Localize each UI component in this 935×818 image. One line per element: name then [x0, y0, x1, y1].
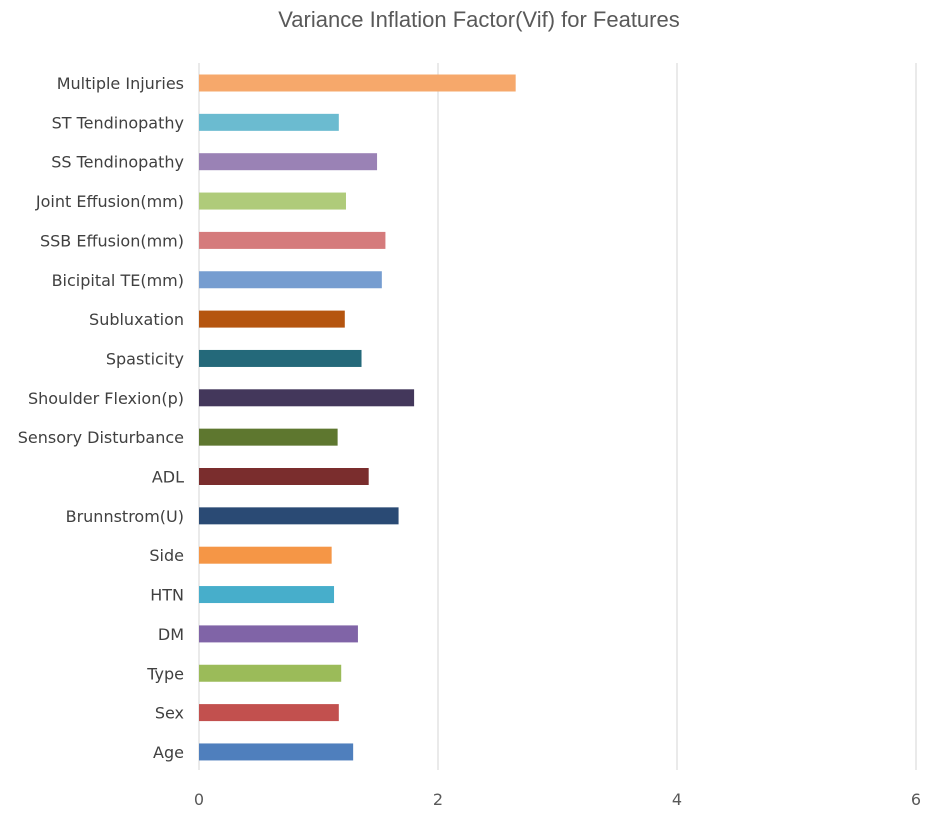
category-label: Spasticity: [106, 349, 184, 368]
category-label: Sensory Disturbance: [18, 428, 184, 447]
bar: [199, 428, 338, 446]
chart-title: Variance Inflation Factor(Vif) for Featu…: [278, 7, 679, 32]
category-label: Sex: [155, 704, 184, 723]
bar: [199, 349, 362, 367]
x-tick-label: 2: [433, 790, 443, 809]
bar: [199, 192, 346, 210]
category-label: ST Tendinopathy: [52, 113, 184, 132]
bar: [199, 153, 378, 171]
bar: [199, 704, 339, 722]
category-label: DM: [158, 625, 184, 644]
bar: [199, 271, 382, 289]
category-label: Multiple Injuries: [57, 74, 184, 93]
category-label: Shoulder Flexion(p): [28, 389, 184, 408]
bar: [199, 664, 342, 682]
category-labels: Multiple Injuries ST Tendinopathy SS Tendi…: [18, 74, 184, 762]
x-tick-labels: 0 2 4 6: [194, 790, 921, 809]
bar: [199, 113, 339, 131]
category-label: SSB Effusion(mm): [40, 231, 184, 250]
x-tick-label: 6: [911, 790, 921, 809]
category-label: SS Tendinopathy: [51, 153, 184, 172]
bar: [199, 74, 516, 92]
category-label: Brunnstrom(U): [66, 507, 184, 526]
category-label: Age: [153, 743, 184, 762]
bar: [199, 546, 332, 564]
bar: [199, 231, 386, 249]
bar: [199, 507, 399, 525]
gridlines: [198, 63, 917, 770]
bars: [199, 74, 516, 761]
category-label: ADL: [152, 468, 184, 487]
x-tick-label: 4: [672, 790, 682, 809]
x-tick-label: 0: [194, 790, 204, 809]
bar: [199, 743, 354, 761]
bar: [199, 468, 369, 485]
category-label: Side: [149, 546, 184, 565]
category-label: Type: [146, 664, 184, 683]
bar: [199, 310, 345, 328]
bar: [199, 389, 415, 407]
bar: [199, 586, 335, 604]
category-label: HTN: [150, 586, 184, 605]
category-label: Bicipital TE(mm): [52, 271, 184, 290]
bar: [199, 625, 358, 643]
category-label: Joint Effusion(mm): [35, 192, 184, 211]
category-label: Subluxation: [89, 310, 184, 329]
